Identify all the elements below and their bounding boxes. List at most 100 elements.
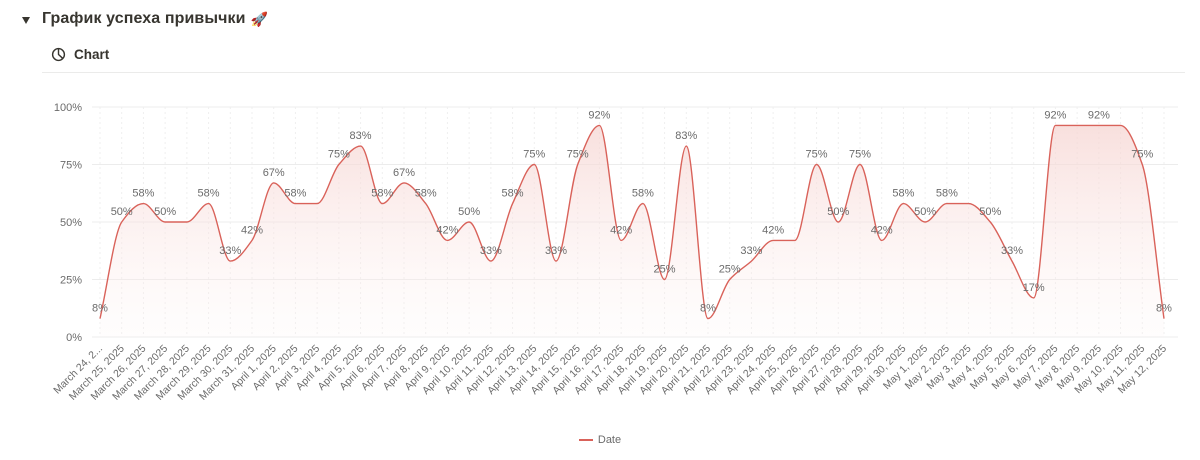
data-label: 50% [979,206,1001,218]
legend-swatch [578,439,593,441]
data-label: 42% [762,224,784,236]
y-tick-label: 25% [60,275,82,287]
data-label: 17% [1023,282,1045,294]
data-label: 42% [241,224,263,236]
series-line-date [99,124,1165,320]
data-label: 42% [436,224,458,236]
data-point [728,278,732,282]
data-label: 8% [92,303,108,315]
data-label: 58% [198,188,220,200]
toggle-triangle-icon[interactable] [22,16,30,24]
data-label: 75% [567,149,589,161]
data-label: 58% [284,188,306,200]
pie-chart-icon [51,47,66,61]
data-point [663,278,667,282]
y-tick-label: 75% [60,160,82,172]
data-point [749,259,753,263]
data-point [706,317,710,321]
data-label: 8% [1156,303,1172,315]
data-label: 83% [350,130,372,142]
data-point [120,220,124,224]
y-tick-label: 100% [54,102,82,114]
data-label: 83% [675,130,697,142]
data-label: 8% [700,303,716,315]
data-point [988,220,992,224]
data-point [1010,259,1014,263]
chart-area: 8%50%58%50%58%33%42%67%58%75%83%58%67%58… [51,102,1178,403]
data-point [1140,163,1144,167]
data-label: 33% [480,245,502,257]
data-point [1075,123,1079,127]
data-point [1053,123,1057,127]
data-point [880,238,884,242]
data-point [684,144,688,148]
data-point [836,220,840,224]
data-point [858,163,862,167]
data-point [445,238,449,242]
data-point [293,202,297,206]
data-point [576,163,580,167]
data-point [467,220,471,224]
data-point [597,123,601,127]
tab-chart[interactable]: Chart [51,45,109,63]
toggle-header: График успеха привычки 🚀 [22,8,268,30]
data-point [532,163,536,167]
data-point [619,238,623,242]
chart-legend: Date [0,434,1200,446]
data-point [141,202,145,206]
data-point [511,202,515,206]
data-label: 58% [371,188,393,200]
data-point [380,202,384,206]
data-point [1032,296,1036,300]
data-label: 42% [610,224,632,236]
y-tick-label: 50% [60,217,82,229]
data-label: 92% [1044,109,1066,121]
data-label: 92% [588,109,610,121]
data-label: 75% [328,149,350,161]
data-label: 50% [154,206,176,218]
data-point [1097,123,1101,127]
data-point [185,220,189,224]
data-point [272,181,276,185]
data-label: 58% [132,188,154,200]
data-label: 33% [545,245,567,257]
data-label: 50% [458,206,480,218]
data-point [163,220,167,224]
data-point [250,238,254,242]
data-point [228,259,232,263]
data-point [641,202,645,206]
data-label: 25% [654,264,676,276]
data-label: 33% [740,245,762,257]
data-label: 25% [719,264,741,276]
data-point [815,163,819,167]
data-point [337,163,341,167]
data-label: 50% [827,206,849,218]
data-point [554,259,558,263]
data-point [945,202,949,206]
data-label: 67% [263,167,285,179]
data-point [1162,317,1166,321]
data-label: 75% [523,149,545,161]
data-point [967,202,971,206]
data-point [923,220,927,224]
data-point [424,202,428,206]
data-label: 50% [914,206,936,218]
legend-label: Date [597,434,622,446]
data-point [793,238,797,242]
data-label: 33% [219,245,241,257]
data-label: 33% [1001,245,1023,257]
data-label: 92% [1088,109,1110,121]
data-label: 75% [1131,149,1153,161]
data-label: 58% [502,188,524,200]
data-point [207,202,211,206]
data-label: 58% [632,188,654,200]
data-point [901,202,905,206]
data-label: 58% [936,188,958,200]
data-point [771,238,775,242]
data-label: 75% [806,149,828,161]
data-point [489,259,493,263]
data-label: 67% [393,167,415,179]
area-fill [100,125,1164,338]
data-label: 42% [871,224,893,236]
data-label: 58% [892,188,914,200]
